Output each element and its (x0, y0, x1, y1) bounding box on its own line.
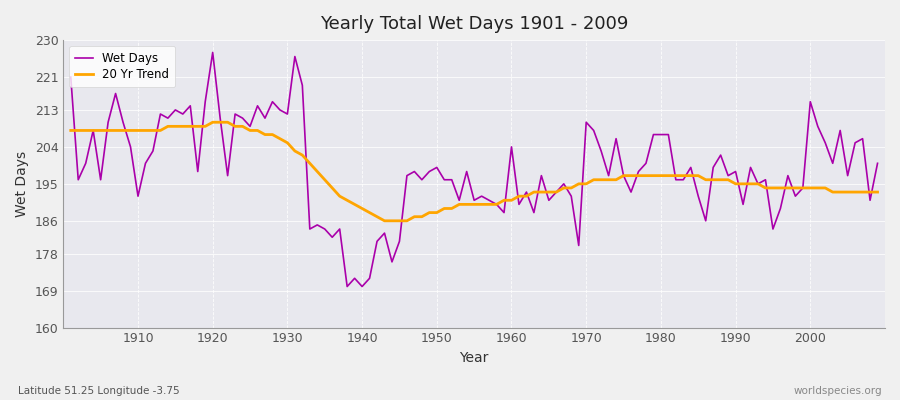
Title: Yearly Total Wet Days 1901 - 2009: Yearly Total Wet Days 1901 - 2009 (320, 15, 628, 33)
20 Yr Trend (342, 198, 353, 203)
20 Yr Trend (379, 218, 390, 223)
Text: Latitude 51.25 Longitude -3.75: Latitude 51.25 Longitude -3.75 (18, 386, 180, 396)
Wet Days (297, 83, 308, 88)
Line: 20 Yr Trend: 20 Yr Trend (71, 122, 878, 221)
20 Yr Trend (611, 177, 622, 182)
Wet Days (349, 276, 360, 281)
20 Yr Trend (66, 128, 77, 133)
Wet Days (872, 161, 883, 166)
20 Yr Trend (207, 120, 218, 125)
Wet Days (207, 50, 218, 55)
20 Yr Trend (514, 194, 525, 198)
20 Yr Trend (297, 153, 308, 158)
20 Yr Trend (521, 194, 532, 198)
Y-axis label: Wet Days: Wet Days (15, 151, 29, 217)
Wet Days (514, 202, 525, 207)
20 Yr Trend (872, 190, 883, 194)
Wet Days (611, 136, 622, 141)
Line: Wet Days: Wet Days (71, 52, 878, 286)
Legend: Wet Days, 20 Yr Trend: Wet Days, 20 Yr Trend (69, 46, 176, 87)
X-axis label: Year: Year (460, 351, 489, 365)
20 Yr Trend (125, 128, 136, 133)
Text: worldspecies.org: worldspecies.org (794, 386, 882, 396)
Wet Days (521, 190, 532, 194)
Wet Days (342, 284, 353, 289)
Wet Days (66, 75, 77, 80)
Wet Days (125, 144, 136, 149)
